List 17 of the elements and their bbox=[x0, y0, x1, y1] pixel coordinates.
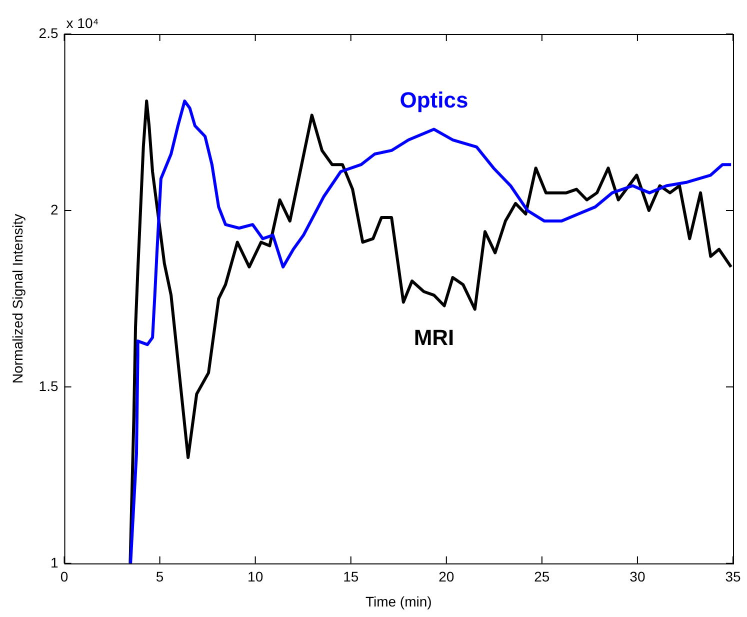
text: x 10⁴ bbox=[66, 14, 99, 31]
x-tick-label: 35 bbox=[725, 568, 741, 585]
x-tick-label: 20 bbox=[438, 568, 454, 585]
x-tick-label: 25 bbox=[534, 568, 550, 585]
x-tick-label: 10 bbox=[248, 568, 264, 585]
y-tick-label: 1 bbox=[50, 554, 58, 570]
x-tick-label: 5 bbox=[156, 568, 164, 585]
x-axis-title: Time (min) bbox=[365, 593, 432, 610]
y-tick-label: 2 bbox=[50, 201, 58, 218]
x-tick-label: 15 bbox=[343, 568, 359, 585]
series-label: MRI bbox=[414, 325, 454, 350]
x-tick-label: 30 bbox=[630, 568, 646, 585]
x-tick-label: 0 bbox=[60, 568, 68, 585]
y-axis-title: Normalized Signal Intensity bbox=[9, 214, 26, 384]
series-label: Optics bbox=[400, 87, 468, 112]
y-tick-label: 1.5 bbox=[38, 378, 58, 394]
y-tick-label: 2.5 bbox=[38, 24, 58, 41]
